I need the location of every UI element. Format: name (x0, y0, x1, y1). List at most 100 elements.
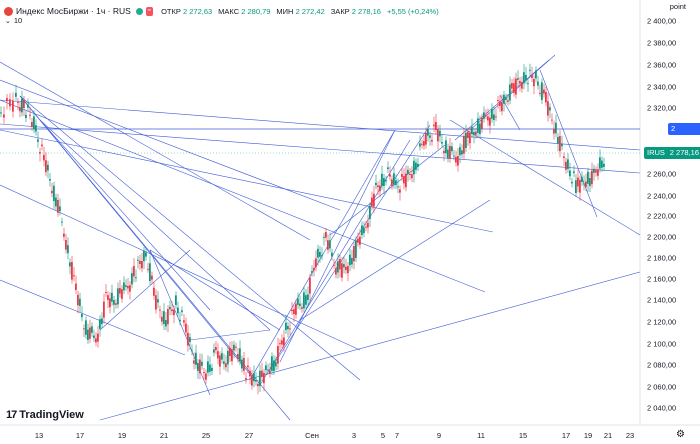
level-tag: 2 300,00 (668, 123, 700, 145)
candle-body (253, 373, 255, 382)
time-tick: 15 (518, 431, 528, 440)
candle-body (601, 160, 603, 168)
candle-body (67, 245, 69, 254)
candle-body (25, 114, 27, 118)
candle-body (71, 262, 73, 280)
candle-body (207, 361, 209, 373)
candle-body (89, 327, 91, 339)
candle-body (403, 176, 405, 184)
candle-body (389, 174, 391, 177)
candle-body (289, 328, 291, 330)
settings-icon[interactable]: ⚙ (676, 429, 685, 440)
candle-body (441, 142, 443, 144)
candle-body (31, 122, 33, 127)
price-tick: 2 240,00 (647, 191, 677, 201)
candle-body (467, 131, 469, 138)
candle-body (127, 286, 129, 289)
candle-body (329, 240, 331, 249)
candle-body (245, 378, 247, 380)
symbol-header: Индекс МосБиржи · 1ч · RUS ≈ ОТКР 2 272,… (0, 0, 640, 22)
trend-line (149, 249, 281, 331)
symbol-title[interactable]: Индекс МосБиржи · 1ч · RUS (16, 6, 131, 16)
trend-line (0, 279, 186, 356)
tradingview-logo[interactable]: 17 TradingView (6, 409, 84, 421)
candle-body (197, 363, 199, 371)
candle-body (571, 181, 573, 184)
price-tick: 2 400,00 (647, 16, 677, 26)
time-tick: 3 (351, 431, 357, 440)
candle-body (575, 180, 577, 193)
price-axis[interactable]: 2 400,00 2 380,00 2 360,00 2 340,00 2 320,00… (640, 0, 700, 425)
trend-line (299, 199, 491, 321)
time-axis[interactable]: 13 17 19 21 25 27 Сен 3 5 7 9 11 15 17 19 21 23 (0, 430, 640, 444)
candle-body (213, 349, 215, 353)
ohlc-values: ОТКР 2 272,63 МАКС 2 280,79 МИН 2 272,42… (161, 7, 439, 16)
candle-body (189, 337, 191, 342)
candle-body (305, 295, 307, 305)
candle-body (463, 136, 465, 154)
candle-body (361, 225, 363, 235)
trend-line (259, 139, 411, 386)
candle-body (325, 232, 327, 238)
candle-body (241, 359, 243, 369)
indicators-toggle[interactable]: ⌄ 10 (5, 16, 22, 25)
candle-body (49, 179, 51, 181)
candle-body (455, 156, 457, 163)
candle-body (421, 143, 423, 145)
candle-body (397, 186, 399, 188)
candle-body (107, 295, 109, 300)
candle-body (381, 173, 383, 186)
candle-body (567, 159, 569, 169)
candle-body (517, 78, 519, 80)
candle-body (529, 69, 531, 71)
candle-body (351, 258, 353, 265)
candle-body (459, 147, 461, 156)
candle-body (111, 292, 113, 302)
time-tick: 21 (159, 431, 169, 440)
candle-body (407, 169, 409, 174)
candle-body (9, 99, 11, 107)
candle-body (229, 348, 231, 356)
candle-body (6, 98, 8, 102)
candle-body (12, 100, 14, 112)
candle-body (509, 84, 511, 101)
candle-body (355, 240, 357, 258)
candle-body (263, 372, 265, 384)
candle-body (565, 161, 567, 170)
trend-line (329, 144, 446, 236)
candle-body (503, 94, 505, 104)
candle-body (21, 98, 23, 113)
candle-body (43, 154, 45, 161)
candle-body (159, 309, 161, 311)
candle-body (485, 115, 487, 117)
candle-body (203, 372, 205, 373)
candle-body (301, 307, 303, 309)
candle-body (341, 263, 343, 278)
candle-body (69, 262, 71, 267)
price-tick: 2 380,00 (647, 38, 677, 48)
candle-body (61, 221, 63, 223)
candle-body (347, 266, 349, 274)
last-price-tag: IRUS 2 278,16 (644, 147, 700, 159)
candle-body (23, 100, 25, 108)
candle-body (543, 89, 545, 94)
candle-body (583, 183, 585, 185)
trend-line (39, 119, 271, 331)
candle-body (443, 150, 445, 154)
trend-line (0, 99, 641, 151)
candle-body (495, 116, 497, 118)
candle-body (135, 277, 137, 279)
candle-body (155, 295, 157, 310)
candle-body (195, 352, 197, 365)
candle-body (17, 102, 19, 103)
candle-body (237, 354, 239, 359)
candle-body (555, 122, 557, 134)
candle-body (261, 370, 263, 377)
candle-body (91, 326, 93, 333)
candle-body (589, 178, 591, 186)
trend-line (99, 249, 191, 331)
russia-flag-icon (4, 6, 13, 16)
candle-body (423, 141, 425, 146)
candle-body (221, 353, 223, 360)
